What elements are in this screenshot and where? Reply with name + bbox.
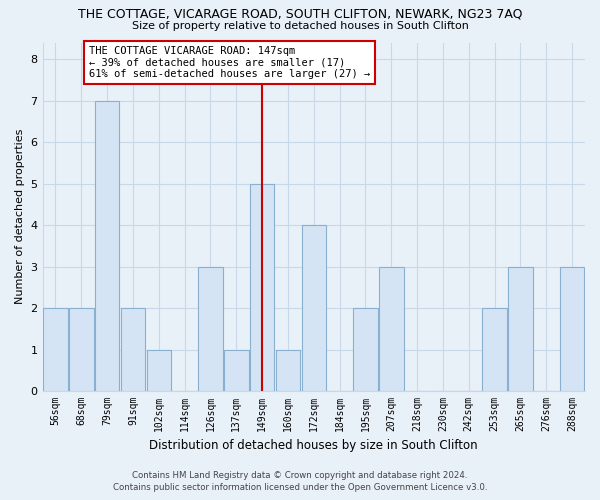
Bar	[560, 266, 584, 391]
Bar	[508, 266, 533, 391]
Bar	[275, 350, 300, 391]
Bar	[379, 266, 404, 391]
Bar	[198, 266, 223, 391]
Bar	[43, 308, 68, 391]
Bar	[146, 350, 171, 391]
Bar	[224, 350, 248, 391]
Bar	[482, 308, 507, 391]
Text: Size of property relative to detached houses in South Clifton: Size of property relative to detached ho…	[131, 21, 469, 31]
Bar	[121, 308, 145, 391]
Bar	[353, 308, 378, 391]
Text: Contains HM Land Registry data © Crown copyright and database right 2024.
Contai: Contains HM Land Registry data © Crown c…	[113, 471, 487, 492]
Bar	[250, 184, 274, 391]
Bar	[95, 100, 119, 391]
X-axis label: Distribution of detached houses by size in South Clifton: Distribution of detached houses by size …	[149, 440, 478, 452]
Text: THE COTTAGE, VICARAGE ROAD, SOUTH CLIFTON, NEWARK, NG23 7AQ: THE COTTAGE, VICARAGE ROAD, SOUTH CLIFTO…	[78, 8, 522, 20]
Bar	[69, 308, 94, 391]
Bar	[302, 225, 326, 391]
Text: THE COTTAGE VICARAGE ROAD: 147sqm
← 39% of detached houses are smaller (17)
61% : THE COTTAGE VICARAGE ROAD: 147sqm ← 39% …	[89, 46, 370, 79]
Y-axis label: Number of detached properties: Number of detached properties	[15, 129, 25, 304]
